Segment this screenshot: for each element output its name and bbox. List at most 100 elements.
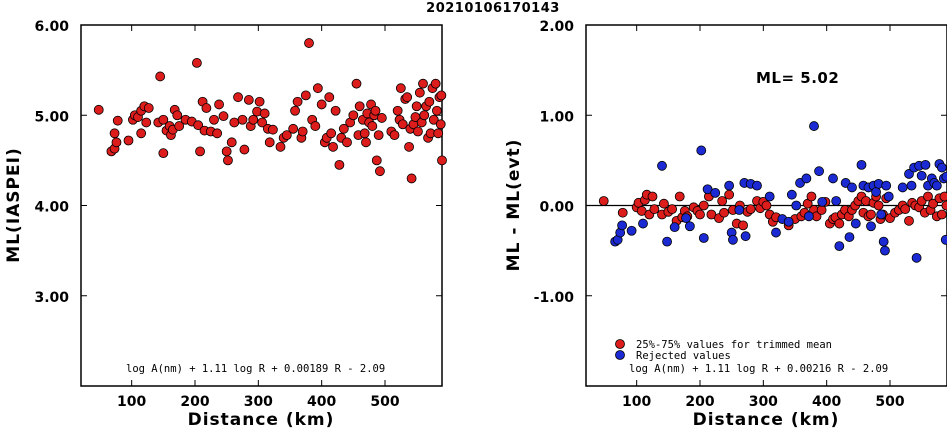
data-point <box>414 87 425 98</box>
data-point-rejected <box>911 252 922 263</box>
data-point-rejected <box>883 191 894 202</box>
data-point <box>288 123 299 134</box>
x-tick-label: 100 <box>622 394 651 410</box>
data-point-rejected <box>728 234 738 245</box>
data-point <box>316 99 327 110</box>
data-point-rejected <box>871 187 881 197</box>
data-point <box>397 119 408 130</box>
data-point-rejected <box>801 173 812 184</box>
data-point <box>214 99 224 110</box>
data-point <box>698 200 709 211</box>
data-point-rejected <box>669 222 680 233</box>
data-point-rejected <box>881 180 892 191</box>
data-points-left <box>93 38 447 184</box>
data-point <box>392 105 403 116</box>
y-tick-label: 2.00 <box>539 19 574 35</box>
data-point-rejected <box>940 234 947 245</box>
data-point <box>259 108 270 119</box>
data-point <box>904 215 914 226</box>
x-tick-label: 300 <box>244 394 273 410</box>
legend-marker-rejected <box>615 350 625 360</box>
data-point <box>418 78 428 89</box>
data-point <box>221 146 232 157</box>
axis-ticks-right: 100 200 300 400 500 -1.00 0.00 1.00 2.00 <box>534 19 947 410</box>
data-point-rejected <box>684 221 695 232</box>
y-tick-label: 0.00 <box>539 200 574 216</box>
formula-left: log A(nm) + 1.11 log R + 0.00189 R - 2.0… <box>126 363 385 375</box>
data-point <box>900 204 911 215</box>
data-point <box>257 117 268 128</box>
data-point <box>375 166 385 177</box>
data-point <box>312 83 323 94</box>
data-point <box>413 126 423 137</box>
data-point-rejected <box>897 182 908 193</box>
residual-panel: 100 200 300 400 500 -1.00 0.00 1.00 2.00 ML= 5.0… <box>504 19 947 428</box>
data-point <box>267 124 278 135</box>
data-point <box>226 137 237 148</box>
data-point <box>402 92 413 103</box>
data-point-rejected <box>786 189 797 200</box>
data-point-rejected <box>920 159 931 170</box>
legend-label-trimmed: 25%-75% values for trimmed mean <box>636 339 832 351</box>
data-points-right <box>598 121 947 263</box>
y-tick-label: 4.00 <box>34 200 69 216</box>
data-point <box>229 117 240 128</box>
data-point <box>928 198 938 209</box>
data-point <box>395 83 406 94</box>
data-point <box>598 196 609 206</box>
data-point-rejected <box>783 216 794 227</box>
data-point <box>191 58 202 68</box>
data-point-rejected <box>771 227 781 238</box>
data-point <box>806 191 817 202</box>
x-tick-label: 500 <box>875 394 904 410</box>
data-point-rejected <box>814 166 824 177</box>
data-point-rejected <box>904 169 914 179</box>
x-tick-label: 100 <box>117 394 146 410</box>
data-point <box>647 191 658 202</box>
data-point <box>334 159 345 170</box>
data-point <box>761 200 772 211</box>
data-point <box>218 111 229 122</box>
data-point <box>158 148 169 159</box>
data-point <box>193 120 204 131</box>
data-point <box>237 114 248 125</box>
data-point <box>123 135 134 146</box>
data-point-rejected <box>752 180 762 191</box>
data-point <box>695 209 705 220</box>
y-axis-title-left: ML(IASPEI) <box>4 147 24 262</box>
data-point <box>310 121 321 131</box>
data-point <box>719 207 729 218</box>
data-point <box>432 105 442 116</box>
data-point-rejected <box>710 187 721 198</box>
data-point <box>424 96 435 107</box>
data-point <box>275 141 286 152</box>
data-point <box>209 114 219 125</box>
formula-right: log A(nm) + 1.11 log R + 0.00216 R - 2.0… <box>629 363 888 375</box>
data-point-rejected <box>916 170 927 181</box>
legend: 25%-75% values for trimmed mean Rejected… <box>615 339 832 362</box>
data-point-rejected <box>617 220 627 231</box>
data-point <box>233 92 243 103</box>
data-point <box>834 218 845 229</box>
data-point <box>141 117 152 128</box>
data-point-rejected <box>740 231 751 242</box>
data-point <box>290 105 300 116</box>
data-point-rejected <box>817 196 828 207</box>
x-axis-title-left: Distance (km) <box>188 410 335 428</box>
data-point <box>292 96 303 107</box>
data-point <box>406 173 417 184</box>
data-point <box>419 110 430 121</box>
data-point <box>248 114 259 125</box>
data-point-rejected <box>698 233 709 243</box>
data-point <box>324 92 335 103</box>
data-point <box>738 220 748 231</box>
data-point <box>937 209 947 220</box>
data-point <box>941 200 947 211</box>
data-point <box>297 126 308 137</box>
data-point <box>371 155 382 166</box>
data-point-rejected <box>850 218 861 229</box>
data-point <box>617 207 628 218</box>
data-point <box>411 101 422 112</box>
data-point <box>373 130 384 141</box>
